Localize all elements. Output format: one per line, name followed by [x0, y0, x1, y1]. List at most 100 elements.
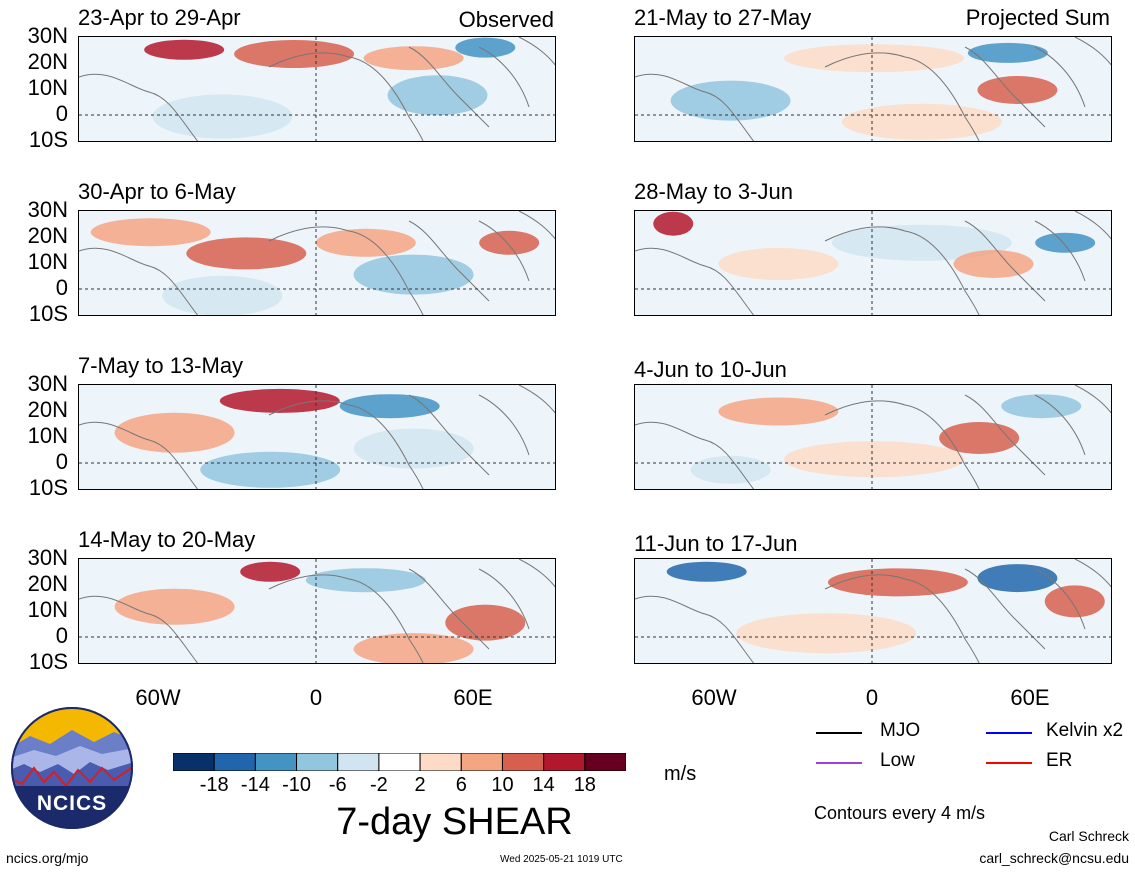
y-tick-row3-0: 30N: [27, 371, 68, 396]
ncics-logo: NCICS: [10, 706, 134, 830]
colorbar-title: 7-day SHEAR: [336, 801, 573, 843]
coastline: [635, 559, 1111, 663]
colorbar-swatch-7: [460, 752, 503, 772]
shear-patch: [162, 275, 283, 315]
shear-map-panel-8: [634, 558, 1112, 664]
shear-map-panel-3: [78, 384, 556, 490]
shear-patch: [977, 76, 1058, 104]
colorbar-label-9: 18: [573, 774, 596, 796]
shear-patch: [353, 633, 474, 663]
shear-patch: [200, 451, 341, 488]
shear-patch: [152, 94, 293, 139]
footer-email: carl_schreck@ncsu.edu: [979, 850, 1129, 866]
panel-title-7: 4-Jun to 10-Jun: [634, 357, 787, 382]
colorbar-label-4: -2: [370, 774, 388, 796]
legend-er-line: [986, 762, 1032, 764]
shear-patch: [455, 37, 516, 58]
shear-patch: [90, 218, 211, 247]
shear-map-panel-7: [634, 384, 1112, 490]
ncics-logo-graphic: [11, 707, 133, 829]
coastline: [79, 559, 555, 663]
y-tick-row4-4: 10S: [28, 649, 68, 674]
colorbar-label-6: 6: [455, 774, 467, 796]
shear-patch: [977, 564, 1058, 593]
x-tick-right-0: 0: [865, 685, 879, 710]
shear-patch: [953, 250, 1034, 278]
colorbar: [172, 752, 627, 772]
colorbar-swatch-6: [419, 752, 462, 772]
y-tick-row2-2: 10N: [27, 249, 68, 274]
shear-patch: [967, 42, 1048, 63]
colorbar-swatch-4: [337, 752, 380, 772]
shear-patch: [144, 39, 225, 60]
y-tick-row4-0: 30N: [27, 545, 68, 570]
shear-map-fill: [635, 385, 1111, 489]
shear-patch: [353, 254, 474, 295]
coastline: [635, 37, 1111, 141]
panel-title-3: 7-May to 13-May: [78, 353, 244, 378]
colorbar-label-0: -18: [199, 774, 229, 796]
coastline: [79, 211, 555, 315]
colorbar-label-3: -6: [328, 774, 347, 796]
shear-map-fill: [79, 37, 555, 141]
shear-patch: [339, 394, 440, 419]
coastline: [635, 385, 1111, 489]
colorbar-swatch-0: [172, 752, 215, 772]
shear-map-panel-4: [78, 558, 556, 664]
shear-map-fill: [79, 385, 555, 489]
colorbar-swatch-2: [254, 752, 298, 772]
y-tick-row2-4: 10S: [28, 301, 68, 326]
shear-patch: [784, 441, 964, 478]
colorbar-swatch-10: [584, 752, 627, 772]
shear-patch: [445, 604, 526, 641]
shear-map-fill: [635, 559, 1111, 663]
colorbar-label-1: -14: [240, 774, 270, 796]
legend-mjo-label: MJO: [880, 720, 921, 741]
panel-title-5: 21-May to 27-May: [634, 5, 812, 30]
panel-title-1: 23-Apr to 29-Apr: [78, 5, 241, 30]
legend-mjo-line: [816, 732, 862, 734]
coastline: [79, 37, 555, 141]
y-tick-row1-2: 10N: [27, 75, 68, 100]
colorbar-swatches: [172, 752, 627, 772]
y-tick-row3-4: 10S: [28, 475, 68, 500]
y-tick-row4-2: 10N: [27, 597, 68, 622]
colorbar-swatch-1: [213, 752, 256, 772]
y-tick-row3-1: 20N: [27, 397, 68, 422]
panel-title-6: 28-May to 3-Jun: [634, 179, 793, 204]
shear-map-fill: [635, 37, 1111, 141]
coastline: [79, 385, 555, 489]
shear-patch: [305, 568, 426, 593]
shear-patch: [939, 422, 1020, 454]
legend-low-label: Low: [880, 750, 915, 771]
shear-patch: [387, 75, 488, 116]
panel-title-4: 14-May to 20-May: [78, 527, 256, 552]
shear-map-fill: [79, 211, 555, 315]
legend-low-line: [816, 762, 862, 764]
contours-note: Contours every 4 m/s: [814, 803, 986, 823]
footer-url: ncics.org/mjo: [6, 850, 89, 866]
shear-patch: [1035, 232, 1096, 253]
y-tick-row4-3: 0: [55, 623, 68, 648]
y-tick-row1-1: 20N: [27, 49, 68, 74]
shear-patch: [736, 613, 917, 654]
shear-patch: [653, 211, 694, 236]
shear-patch: [114, 588, 235, 625]
shear-map-panel-5: [634, 36, 1112, 142]
ncics-logo-text: NCICS: [36, 792, 108, 815]
colorbar-label-7: 10: [491, 774, 514, 796]
colorbar-swatch-8: [501, 752, 545, 772]
shear-patch: [784, 44, 964, 73]
shear-patch: [718, 397, 839, 426]
shear-patch: [219, 388, 340, 413]
y-tick-row4-1: 20N: [27, 571, 68, 596]
shear-patch: [353, 428, 474, 469]
shear-patch: [114, 412, 235, 453]
colorbar-swatch-3: [296, 752, 339, 772]
y-tick-row2-0: 30N: [27, 197, 68, 222]
shear-map-panel-1: [78, 36, 556, 142]
shear-patch: [479, 230, 540, 255]
panel-tag-projected: Projected Sum: [965, 5, 1110, 30]
colorbar-swatch-9: [543, 752, 586, 772]
y-tick-row2-3: 0: [55, 275, 68, 300]
